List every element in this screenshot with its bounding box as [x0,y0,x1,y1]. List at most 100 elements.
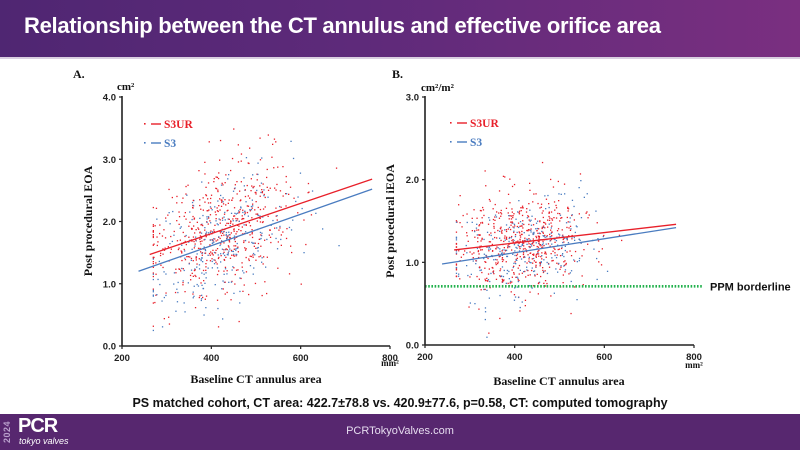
scatter-point-s3ur [537,202,539,205]
scatter-point-s3ur [168,323,171,325]
scatter-point-s3 [221,240,223,242]
scatter-point-s3ur [229,257,232,259]
scatter-point-s3ur [499,270,501,272]
scatter-point-s3ur [509,228,512,231]
scatter-point-s3ur [276,219,278,221]
scatter-point-s3 [556,236,558,238]
legend-label-s3ur: S3UR [164,119,193,131]
scatter-point-s3ur [162,248,164,250]
scatter-point-s3 [224,219,226,221]
scatter-point-s3ur [160,252,162,254]
scatter-point-s3 [260,182,263,184]
scatter-point-s3 [516,259,518,261]
scatter-point-s3 [499,248,501,250]
scatter-point-s3ur [214,259,216,261]
scatter-point-s3 [570,280,572,283]
scatter-point-s3 [267,196,269,198]
scatter-point-s3ur [251,217,253,219]
scatter-point-s3 [529,261,531,264]
scatter-point-s3ur [228,241,231,243]
scatter-point-s3ur [480,222,482,224]
scatter-point-s3 [216,223,218,225]
scatter-point-s3ur [519,240,521,242]
scatter-point-s3ur [459,195,461,197]
x-tick-label: 600 [293,353,309,364]
scatter-point-s3ur [191,228,193,230]
scatter-point-s3 [580,242,582,244]
scatter-point-s3ur [505,236,508,238]
footer-url[interactable]: PCRTokyoValves.com [346,425,454,437]
scatter-point-s3ur [215,176,217,178]
scatter-point-s3ur [494,231,496,234]
scatter-point-s3ur [469,251,471,253]
scatter-point-s3ur [252,254,254,256]
scatter-point-s3 [573,236,575,239]
scatter-point-s3ur [152,272,154,274]
scatter-point-s3ur [556,262,558,264]
scatter-point-s3ur [495,248,497,250]
scatter-point-s3ur [205,194,207,196]
scatter-point-s3 [204,282,206,284]
scatter-point-s3ur [222,184,224,186]
scatter-point-s3 [580,180,582,182]
scatter-point-s3ur [216,299,219,301]
scatter-point-s3ur [478,256,480,259]
scatter-point-s3ur [223,259,225,261]
scatter-point-s3ur [526,262,528,264]
scatter-point-s3 [524,256,526,258]
scatter-point-s3ur [546,235,548,237]
scatter-point-s3ur [202,209,204,211]
scatter-point-s3ur [544,280,547,282]
scatter-point-s3 [183,302,185,304]
scatter-point-s3ur [597,240,600,242]
scatter-point-s3 [534,274,536,276]
scatter-point-s3ur [152,302,154,304]
scatter-point-s3ur [232,254,235,256]
scatter-point-s3 [494,214,497,216]
scatter-point-s3ur [508,236,511,239]
regression-line-s3ur [149,178,373,256]
scatter-point-s3ur [512,241,514,243]
scatter-point-s3ur [218,256,220,259]
scatter-point-s3 [559,234,561,236]
scatter-point-s3 [557,271,559,273]
scatter-point-s3ur [567,221,569,223]
scatter-point-s3ur [542,231,544,233]
scatter-point-s3ur [513,231,515,234]
scatter-point-s3ur [195,239,197,241]
scatter-point-s3ur [243,218,245,220]
scatter-point-s3 [517,280,519,283]
scatter-point-s3 [483,288,485,291]
scatter-point-s3 [197,285,200,287]
scatter-point-s3 [201,181,203,183]
scatter-point-s3ur [455,231,458,233]
scatter-point-s3 [232,266,234,268]
scatter-point-s3ur [264,206,266,208]
scatter-point-s3ur [533,253,535,255]
scatter-point-s3ur [462,253,465,256]
scatter-point-s3ur [215,214,217,216]
scatter-point-s3 [476,247,479,250]
scatter-point-s3ur [276,183,278,186]
scatter-point-s3ur [212,254,214,256]
scatter-point-s3ur [211,253,213,255]
scatter-point-s3ur [537,232,539,234]
scatter-point-s3ur [182,231,184,234]
scatter-point-s3ur [523,255,525,258]
scatter-point-s3ur [223,251,225,253]
scatter-point-s3 [544,195,546,197]
scatter-point-s3ur [279,227,281,229]
scatter-point-s3ur [530,228,532,230]
scatter-point-s3ur [195,259,197,261]
scatter-point-s3ur [528,223,530,226]
scatter-point-s3ur [517,240,519,242]
scatter-point-s3ur [571,234,573,237]
y-tick-label: 4.0 [103,93,116,104]
scatter-point-s3 [177,291,179,294]
scatter-point-s3 [194,245,196,247]
scatter-point-s3 [528,256,530,258]
scatter-point-s3 [228,281,230,283]
scatter-point-s3ur [555,204,557,207]
scatter-point-s3ur [199,199,201,201]
scatter-point-s3ur [261,192,263,194]
